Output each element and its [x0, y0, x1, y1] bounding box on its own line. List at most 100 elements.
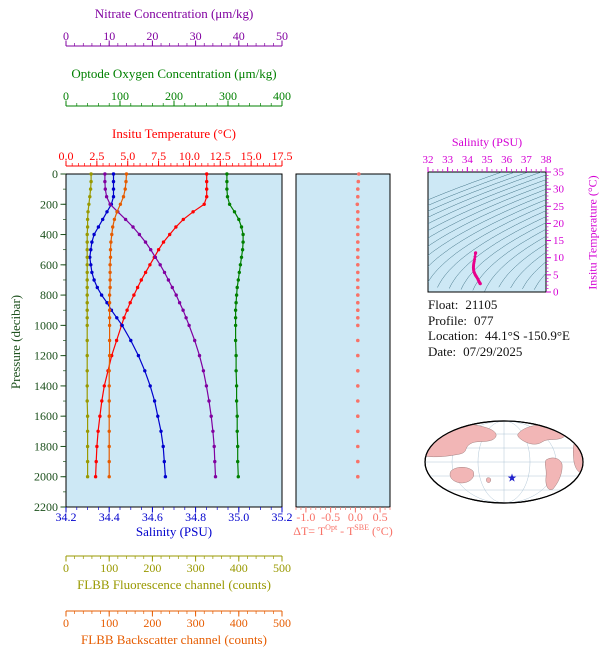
profile-value: 077: [474, 312, 494, 328]
fluorescence-axis: 0 100 200 300 400 500: [63, 555, 291, 575]
delta-plot: -1.0 -0.5 0.0 0.5: [295, 172, 391, 524]
pressure-axis: 0 200 400 600 800 1000 1200 1400 1600 1800 2000 220…: [34, 167, 66, 514]
svg-text:34.4: 34.4: [99, 510, 120, 524]
svg-text:5: 5: [553, 269, 559, 281]
svg-text:36: 36: [501, 154, 513, 166]
svg-text:25: 25: [553, 201, 565, 213]
svg-text:12.5: 12.5: [210, 149, 231, 163]
svg-text:0: 0: [63, 89, 69, 103]
svg-text:-1.0: -1.0: [296, 510, 315, 524]
delta-title-part: - T: [337, 524, 355, 538]
svg-text:-0.5: -0.5: [321, 510, 340, 524]
ts-diagram: 32 33 34 35 36 37 38 0 5 10 15 20 25 30 35: [423, 154, 565, 299]
svg-text:500: 500: [273, 616, 291, 630]
svg-text:35.2: 35.2: [272, 510, 293, 524]
landmass-south-america: [545, 457, 563, 490]
svg-text:100: 100: [111, 89, 129, 103]
delta-plot-area: [295, 173, 391, 508]
svg-text:800: 800: [40, 288, 58, 302]
svg-text:1200: 1200: [34, 349, 58, 363]
svg-text:300: 300: [187, 616, 205, 630]
svg-text:37: 37: [521, 154, 533, 166]
svg-text:0.0: 0.0: [59, 149, 74, 163]
backscatter-axis-title: FLBB Backscatter channel (counts): [81, 632, 267, 647]
delta-axis-title: ΔT= TOpt - TSBE (°C): [282, 523, 404, 539]
landmass-australia: [449, 467, 474, 484]
location-label: Location:: [428, 328, 478, 343]
svg-text:5.0: 5.0: [120, 149, 135, 163]
svg-text:40: 40: [233, 29, 245, 43]
series-oxygen: [225, 172, 245, 479]
landmass-greenland: [563, 422, 574, 429]
svg-text:400: 400: [273, 89, 291, 103]
svg-text:400: 400: [230, 616, 248, 630]
delta-title-sup: SBE: [354, 523, 369, 532]
svg-text:30: 30: [190, 29, 202, 43]
svg-text:17.5: 17.5: [272, 149, 293, 163]
svg-text:10: 10: [553, 252, 565, 264]
profile-line: Profile: 077: [428, 313, 570, 329]
pressure-axis-title: Pressure (decibar): [8, 294, 23, 390]
delta-title-sup: Opt: [325, 523, 338, 532]
svg-text:34.6: 34.6: [142, 510, 163, 524]
map-outline: [424, 420, 584, 504]
svg-text:600: 600: [40, 258, 58, 272]
delta-title-part: ΔT= T: [293, 524, 326, 538]
location-value: 44.1°S -150.9°E: [484, 328, 570, 343]
oxygen-axis: 0 100 200 300 400: [63, 89, 291, 107]
nitrate-axis: 0 10 20 30 40 50: [63, 29, 288, 47]
svg-text:0: 0: [63, 29, 69, 43]
float-label: Float:: [428, 297, 459, 312]
svg-text:10.0: 10.0: [179, 149, 200, 163]
ts-temperature-axis-title: Insitu Temperature (°C): [585, 175, 600, 290]
svg-text:400: 400: [40, 228, 58, 242]
svg-text:2200: 2200: [34, 500, 58, 514]
svg-text:500: 500: [273, 561, 291, 575]
oxygen-axis-title: Optode Oxygen Concentration (μm/kg): [71, 66, 277, 81]
series-temperature: [93, 172, 209, 479]
svg-text:0: 0: [553, 287, 559, 299]
salinity-axis-title: Salinity (PSU): [135, 524, 213, 539]
svg-text:100: 100: [100, 561, 118, 575]
svg-text:200: 200: [40, 197, 58, 211]
svg-text:30: 30: [553, 184, 565, 196]
svg-text:200: 200: [143, 616, 161, 630]
svg-text:38: 38: [541, 154, 553, 166]
main-plot-area: [65, 173, 283, 508]
float-id-line: Float: 21105: [428, 297, 570, 313]
svg-text:7.5: 7.5: [151, 149, 166, 163]
profile-label: Profile:: [428, 312, 467, 328]
backscatter-axis: 0 100 200 300 400 500: [63, 610, 291, 630]
svg-text:300: 300: [187, 561, 205, 575]
float-value: 21105: [465, 297, 498, 312]
svg-text:34: 34: [462, 154, 474, 166]
series-backscatter: [107, 172, 129, 479]
svg-text:0.0: 0.0: [348, 510, 363, 524]
svg-text:32: 32: [423, 154, 434, 166]
date-value: 07/29/2025: [463, 343, 523, 359]
landmass-new-zealand: [486, 477, 491, 483]
svg-text:34.2: 34.2: [56, 510, 77, 524]
series-salinity: [88, 172, 168, 479]
svg-text:0: 0: [52, 167, 58, 181]
svg-text:300: 300: [219, 89, 237, 103]
svg-text:400: 400: [230, 561, 248, 575]
location-line: Location: 44.1°S -150.9°E: [428, 328, 570, 344]
svg-text:10: 10: [103, 29, 115, 43]
ts-salinity-axis-title: Salinity (PSU): [451, 135, 523, 149]
svg-text:0: 0: [63, 616, 69, 630]
svg-text:1800: 1800: [34, 439, 58, 453]
svg-text:2.5: 2.5: [89, 149, 104, 163]
world-map: [424, 420, 584, 504]
svg-text:0: 0: [63, 561, 69, 575]
fluorescence-axis-title: FLBB Fluorescence channel (counts): [77, 577, 271, 592]
svg-text:1600: 1600: [34, 409, 58, 423]
float-location-star: [507, 473, 517, 482]
salinity-axis: 34.2 34.4 34.6 34.8 35.0 35.2: [56, 507, 293, 524]
temperature-axis-title: Insitu Temperature (°C): [112, 126, 236, 141]
svg-text:35.0: 35.0: [228, 510, 249, 524]
delta-title-part: (°C): [368, 524, 393, 538]
series-fluorescence: [85, 172, 93, 479]
